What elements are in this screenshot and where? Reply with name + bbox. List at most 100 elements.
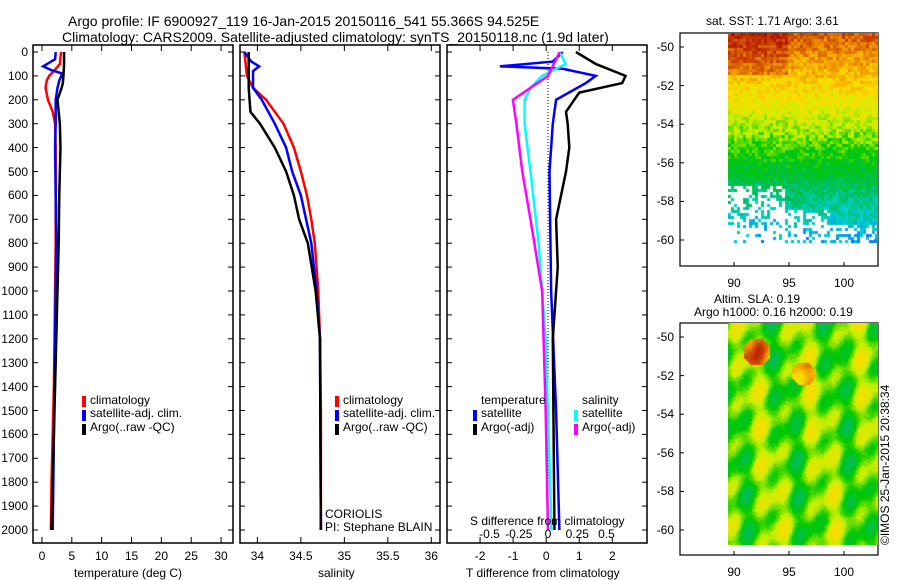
y-tick-label: 1100 [2,307,28,322]
legend-swatch [82,410,86,421]
x2-tick-label: -0.25 [505,527,533,541]
legend-swatch [473,410,477,421]
legend-swatch [335,424,339,435]
x2-tick-label: 0.5 [598,527,615,541]
diff-line-0 [499,51,599,531]
legend-swatch [335,396,339,407]
x2-tick-label: 0.25 [565,527,589,541]
diff-line-1 [551,50,628,531]
diff-line-3 [511,51,561,531]
y-tick-label: 2000 [1,523,28,537]
x-tick-label: 20 [154,549,169,563]
y-tick-label: 800 [7,236,28,251]
x-tick-label: -1 [507,549,519,563]
temp-xlabel: temperature (deg C) [74,566,183,580]
temp-legend-argo: Argo(..raw -QC) [90,420,175,434]
sal-legend-argo: Argo(..raw -QC) [343,420,428,434]
diff-legend-s-satellite: satellite [582,406,623,420]
title-line1: Argo profile: IF 6900927_119 16-Jan-2015… [68,13,540,29]
diff-legend-s-argo: Argo(-adj) [582,420,636,434]
legend-swatch [574,424,578,435]
y-tick-label: 100 [7,68,28,83]
x-tick-label: 0 [542,549,550,563]
y-tick-label: 700 [7,212,28,227]
y-tick-label: 1600 [1,427,28,442]
sla-map-title-1: Altim. SLA: 0.19 [714,292,801,306]
legend-swatch [473,424,477,435]
diff-line-2 [523,51,568,531]
legend-swatch [335,410,339,421]
profile-line-salinity-1 [243,51,323,531]
sal-annotation-2: PI: Stephane BLAIN [325,520,433,534]
map-y-tick-label: -50 [656,40,674,54]
y-tick-label: 400 [7,140,28,155]
map-y-tick-label: -54 [656,117,674,132]
x-tick-label: 35 [337,549,352,563]
map-x-tick-label: 90 [727,565,741,579]
map-y-tick-label: -52 [656,78,674,93]
legend-swatch [574,410,578,421]
sst-heatmap [728,33,878,243]
panel-frame-0 [32,44,234,544]
sal-legend-climatology: climatology [343,393,404,407]
map-y-tick-label: -56 [656,445,674,460]
x-tick-label: 34.5 [289,549,313,563]
x-tick-label: 15 [124,549,139,563]
profile-line-salinity-0 [243,51,323,530]
map-y-tick-label: -60 [656,523,674,537]
map-y-tick-label: -52 [656,368,674,383]
diff-legend-salinity: salinity [582,393,619,407]
map-y-tick-label: -58 [656,194,674,209]
y-tick-label: 200 [7,92,28,107]
x-tick-label: -2 [474,549,486,563]
y-tick-label: 1700 [1,451,28,466]
title-line2: Climatology: CARS2009. Satellite-adjuste… [62,29,609,45]
x-tick-label: 1 [575,549,583,563]
profile-line-temperature-2 [50,52,66,531]
x-tick-label: 2 [608,549,616,563]
map-y-tick-label: -60 [656,233,674,247]
y-tick-label: 900 [7,260,28,275]
y-tick-label: 300 [7,116,28,131]
x-tick-label: 34 [250,549,265,563]
x-tick-label: 10 [94,549,109,563]
y-tick-label: 1000 [1,284,28,298]
map-x-tick-label: 100 [833,565,855,579]
sal-annotation-1: CORIOLIS [325,507,383,521]
y-tick-label: 0 [21,45,28,59]
y-tick-label: 1900 [1,499,28,514]
map-x-tick-label: 95 [782,276,796,290]
y-tick-label: 1400 [1,379,28,394]
y-tick-label: 1800 [1,475,28,490]
legend-swatch [82,396,86,407]
y-tick-label: 600 [7,188,28,203]
diff-xlabel: T difference from climatology [466,566,620,580]
temp-legend-climatology: climatology [90,393,151,407]
y-tick-label: 1500 [1,403,28,418]
x-tick-label: 35.5 [376,549,400,563]
x-tick-label: 25 [184,549,198,563]
diff-legend-t-satellite: satellite [481,406,522,420]
map-y-tick-label: -58 [656,484,674,499]
temp-legend-satellite: satellite-adj. clim. [90,406,183,420]
map-y-tick-label: -56 [656,155,674,170]
diff-legend-temperature: temperature [481,393,546,407]
y-tick-label: 1300 [1,355,28,370]
x2-tick-label: 0 [544,527,552,541]
x-tick-label: 5 [68,549,76,563]
panel-frame-2 [446,44,648,544]
sla-map-title-2: Argo h1000: 0.16 h2000: 0.19 [694,305,853,319]
x-tick-label: 36 [424,549,438,563]
diff-legend-t-argo: Argo(-adj) [481,420,535,434]
x-tick-label: 0 [38,549,46,563]
sal-xlabel: salinity [318,566,355,580]
map-x-tick-label: 95 [782,565,796,579]
map-x-tick-label: 90 [727,276,741,290]
sla-heatmap [728,323,878,545]
map-y-tick-label: -50 [656,330,674,344]
y-tick-label: 1200 [1,331,28,346]
profile-line-salinity-2 [247,52,323,531]
x2-tick-label: -0.5 [479,527,500,541]
